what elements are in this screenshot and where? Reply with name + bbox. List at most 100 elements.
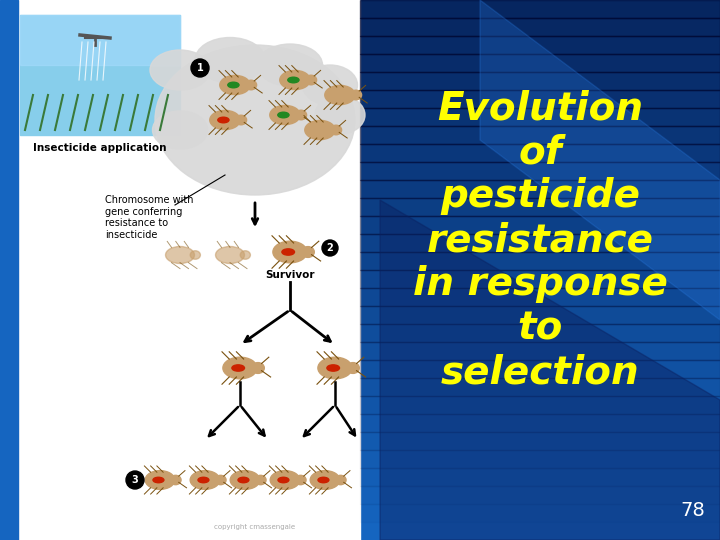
Ellipse shape bbox=[295, 475, 306, 485]
Ellipse shape bbox=[195, 37, 265, 83]
Bar bbox=[360, 522, 720, 540]
Ellipse shape bbox=[318, 357, 352, 379]
Bar bbox=[360, 144, 720, 162]
Bar bbox=[0, 0, 18, 540]
Ellipse shape bbox=[170, 475, 181, 485]
Bar bbox=[360, 378, 720, 396]
Bar bbox=[360, 18, 720, 36]
Ellipse shape bbox=[330, 125, 341, 135]
Bar bbox=[0, 0, 360, 540]
Text: Evolution
of
pesticide
resistance
in response
to
selection: Evolution of pesticide resistance in res… bbox=[413, 89, 667, 391]
Bar bbox=[20, 15, 180, 65]
Bar bbox=[360, 162, 720, 180]
Bar bbox=[360, 468, 720, 486]
Bar bbox=[360, 198, 720, 216]
Ellipse shape bbox=[223, 357, 257, 379]
Ellipse shape bbox=[278, 477, 289, 483]
Ellipse shape bbox=[278, 112, 289, 118]
Ellipse shape bbox=[270, 471, 300, 489]
Ellipse shape bbox=[215, 475, 226, 485]
Bar bbox=[360, 0, 720, 18]
Ellipse shape bbox=[335, 475, 346, 485]
Bar bbox=[360, 504, 720, 522]
Ellipse shape bbox=[246, 80, 256, 90]
Ellipse shape bbox=[325, 85, 355, 105]
Bar bbox=[360, 432, 720, 450]
Bar bbox=[360, 180, 720, 198]
Bar bbox=[360, 324, 720, 342]
Ellipse shape bbox=[295, 110, 307, 120]
Ellipse shape bbox=[153, 477, 164, 483]
Bar bbox=[360, 216, 720, 234]
Ellipse shape bbox=[302, 247, 315, 258]
Ellipse shape bbox=[232, 365, 245, 371]
Ellipse shape bbox=[145, 471, 175, 489]
Polygon shape bbox=[480, 0, 720, 320]
Ellipse shape bbox=[273, 241, 307, 263]
Bar bbox=[360, 270, 720, 288]
Ellipse shape bbox=[305, 75, 317, 85]
Ellipse shape bbox=[258, 44, 323, 86]
Circle shape bbox=[322, 240, 338, 256]
Text: Insecticide application: Insecticide application bbox=[33, 143, 167, 153]
Ellipse shape bbox=[228, 82, 239, 88]
Text: Survivor: Survivor bbox=[265, 270, 315, 280]
Ellipse shape bbox=[150, 50, 210, 90]
Bar bbox=[360, 126, 720, 144]
Ellipse shape bbox=[302, 65, 358, 105]
Bar bbox=[20, 15, 180, 135]
Ellipse shape bbox=[351, 90, 361, 100]
Bar bbox=[360, 234, 720, 252]
Bar bbox=[360, 288, 720, 306]
Bar bbox=[360, 396, 720, 414]
Ellipse shape bbox=[240, 251, 251, 259]
Bar bbox=[360, 342, 720, 360]
Text: 2: 2 bbox=[327, 243, 333, 253]
Ellipse shape bbox=[252, 362, 264, 373]
Bar bbox=[360, 72, 720, 90]
Bar bbox=[360, 108, 720, 126]
Ellipse shape bbox=[230, 471, 260, 489]
Ellipse shape bbox=[198, 477, 209, 483]
Bar bbox=[360, 54, 720, 72]
Bar bbox=[360, 450, 720, 468]
Bar bbox=[360, 0, 720, 540]
Ellipse shape bbox=[215, 246, 245, 264]
Bar bbox=[360, 36, 720, 54]
Ellipse shape bbox=[315, 96, 365, 134]
Bar bbox=[360, 252, 720, 270]
Ellipse shape bbox=[327, 365, 340, 371]
Ellipse shape bbox=[210, 110, 240, 130]
Ellipse shape bbox=[288, 77, 299, 83]
Circle shape bbox=[126, 471, 144, 489]
Ellipse shape bbox=[235, 115, 246, 125]
Ellipse shape bbox=[220, 76, 251, 94]
Ellipse shape bbox=[318, 477, 329, 483]
Bar bbox=[360, 360, 720, 378]
Ellipse shape bbox=[310, 471, 340, 489]
Ellipse shape bbox=[153, 111, 207, 149]
Bar bbox=[360, 90, 720, 108]
Ellipse shape bbox=[347, 362, 359, 373]
Ellipse shape bbox=[217, 117, 229, 123]
Ellipse shape bbox=[282, 249, 294, 255]
Ellipse shape bbox=[155, 45, 355, 195]
Ellipse shape bbox=[238, 477, 249, 483]
Text: 1: 1 bbox=[197, 63, 203, 73]
Bar bbox=[360, 486, 720, 504]
Circle shape bbox=[191, 59, 209, 77]
Polygon shape bbox=[380, 200, 720, 540]
Bar bbox=[360, 414, 720, 432]
Ellipse shape bbox=[166, 246, 194, 264]
Ellipse shape bbox=[255, 475, 266, 485]
Ellipse shape bbox=[190, 251, 200, 259]
Bar bbox=[360, 306, 720, 324]
Ellipse shape bbox=[305, 120, 336, 140]
Ellipse shape bbox=[270, 105, 300, 125]
Ellipse shape bbox=[190, 471, 220, 489]
Text: 78: 78 bbox=[680, 501, 705, 520]
Ellipse shape bbox=[280, 70, 310, 90]
Text: 3: 3 bbox=[132, 475, 138, 485]
Text: Chromosome with
gene conferring
resistance to
insecticide: Chromosome with gene conferring resistan… bbox=[105, 195, 194, 240]
Text: copyright cmassengale: copyright cmassengale bbox=[215, 524, 296, 530]
